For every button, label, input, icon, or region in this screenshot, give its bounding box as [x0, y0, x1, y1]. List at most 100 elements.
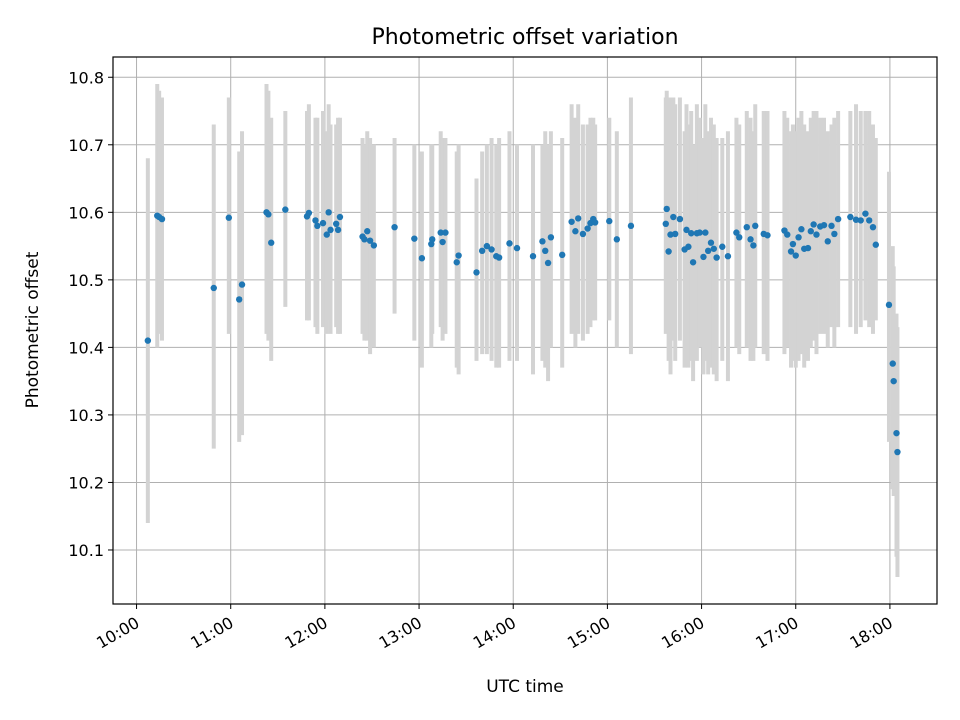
data-point: [885, 301, 893, 309]
data-point: [747, 236, 754, 243]
x-tick-label: 13:00: [376, 613, 425, 653]
y-axis-label: Photometric offset: [23, 251, 43, 408]
x-tick-label: 10:00: [93, 613, 142, 653]
data-point: [158, 215, 166, 223]
data-point: [575, 215, 582, 222]
data-point: [327, 226, 334, 234]
data-point: [784, 231, 791, 238]
y-tick-label: 10.3: [68, 406, 104, 425]
data-point: [506, 240, 513, 247]
data-point: [683, 226, 690, 234]
chart-title: Photometric offset variation: [371, 25, 678, 50]
x-axis-label: UTC time: [486, 677, 564, 697]
data-point: [795, 234, 802, 241]
data-point: [665, 248, 672, 255]
data-point: [804, 244, 812, 252]
data-point: [862, 210, 869, 217]
data-point: [702, 229, 709, 236]
data-point: [807, 228, 815, 235]
data-point: [798, 226, 805, 233]
data-point: [225, 214, 233, 221]
data-point: [542, 247, 549, 255]
data-point: [473, 269, 480, 276]
data-point: [539, 238, 546, 245]
data-point: [667, 231, 674, 238]
data-point: [707, 239, 715, 246]
data-point: [305, 209, 313, 217]
data-point: [411, 235, 418, 242]
data-point: [210, 284, 217, 292]
data-point: [478, 247, 486, 255]
data-point: [813, 231, 820, 238]
data-point: [662, 220, 669, 228]
data-point: [724, 253, 732, 260]
data-point: [889, 360, 896, 367]
y-tick-label: 10.7: [68, 136, 104, 155]
data-point: [688, 230, 695, 237]
data-point: [787, 248, 795, 255]
data-point: [852, 216, 860, 223]
data-point: [584, 225, 591, 232]
x-tick-label: 14:00: [470, 613, 519, 653]
data-point: [613, 236, 621, 243]
data-point: [700, 253, 707, 261]
data-point: [265, 211, 272, 218]
data-point: [572, 228, 579, 235]
data-point: [606, 217, 613, 225]
y-tick-label: 10.2: [68, 473, 104, 492]
data-point: [894, 448, 901, 456]
data-point: [736, 234, 743, 241]
data-point: [513, 244, 521, 252]
y-tick-label: 10.8: [68, 68, 104, 87]
data-point: [792, 252, 799, 259]
data-point: [670, 213, 677, 221]
data-point: [366, 237, 374, 244]
data-point: [144, 337, 152, 344]
data-point: [789, 240, 797, 248]
data-point: [370, 242, 378, 249]
data-point: [268, 239, 275, 246]
data-point: [488, 246, 495, 253]
data-point: [676, 215, 684, 223]
data-point: [834, 215, 842, 223]
data-point: [442, 229, 449, 236]
x-tick-label: 16:00: [658, 613, 707, 653]
data-point: [831, 230, 838, 238]
x-tick-label: 18:00: [846, 613, 895, 653]
data-point: [743, 223, 750, 231]
data-point: [579, 230, 587, 238]
data-point: [319, 219, 327, 227]
error-bars: [145, 84, 900, 577]
data-point: [750, 242, 757, 249]
data-point: [672, 230, 679, 238]
data-point: [453, 259, 460, 266]
data-point: [235, 296, 243, 303]
y-tick-label: 10.5: [68, 271, 104, 290]
data-point: [418, 255, 426, 262]
data-point: [696, 229, 703, 236]
data-point: [323, 231, 330, 238]
data-point: [704, 247, 712, 255]
data-point: [558, 251, 566, 259]
data-point: [857, 217, 864, 224]
x-tick-label: 11:00: [187, 613, 236, 653]
data-point: [752, 222, 759, 230]
data-point: [314, 222, 321, 230]
data-point: [439, 238, 446, 246]
x-tick-label: 17:00: [752, 613, 801, 653]
data-point: [547, 234, 555, 241]
data-point: [869, 223, 877, 231]
data-point: [810, 221, 817, 228]
data-point: [364, 228, 371, 235]
data-point: [325, 209, 332, 216]
data-point: [689, 259, 697, 266]
data-point: [483, 242, 491, 250]
data-point: [336, 213, 344, 221]
x-tick-label: 12:00: [281, 613, 330, 653]
data-point: [312, 217, 319, 224]
data-point: [733, 229, 740, 236]
data-point: [238, 281, 246, 288]
data-point: [719, 243, 726, 250]
y-tick-label: 10.4: [68, 338, 104, 357]
